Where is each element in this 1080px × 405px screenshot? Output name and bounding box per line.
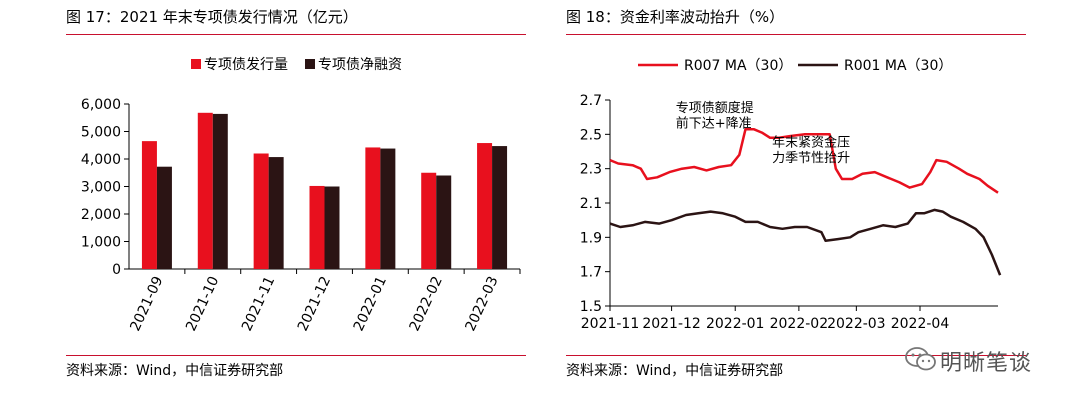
right-title-rule [566, 34, 1026, 35]
bar-issuance [197, 112, 213, 269]
series-line-r001 [609, 208, 1002, 276]
y-tick-label: 1,000 [81, 235, 121, 251]
series-line-r007 [609, 127, 999, 194]
x-tick-label: 2021-11 [581, 316, 640, 332]
bar-issuance [141, 141, 157, 269]
legend-label: R001 MA（30） [844, 58, 952, 74]
watermark: 明晰笔谈 [904, 343, 1074, 377]
legend-swatch [191, 59, 201, 69]
bar-net-financing [324, 186, 340, 269]
bar-net-financing [436, 175, 452, 269]
y-tick-label: 1.7 [580, 265, 602, 281]
x-tick-label: 2022-02 [407, 274, 446, 334]
annotation-text: 力季节性抬升 [772, 151, 850, 166]
x-tick-label: 2022-04 [891, 316, 950, 332]
left-source-note: 资料来源：Wind，中信证券研究部 [66, 363, 284, 379]
bar-issuance [253, 153, 269, 269]
y-tick-label: 1.9 [580, 230, 602, 246]
line-chart: 1.5 1.7 1.9 2.1 2.3 2.5 2.7 2021-11 2021-12 2022-… [580, 58, 1002, 332]
bar-net-financing [268, 157, 284, 269]
bar-net-financing [380, 148, 396, 269]
wechat-icon [905, 347, 936, 371]
y-tick-label: 1.5 [580, 299, 602, 315]
right-source-rule [566, 355, 1026, 356]
bar-chart: 0 1,000 2,000 3,000 4,000 5,000 6,000 2021-09 20… [81, 57, 521, 334]
x-tick-label: 2022-02 [770, 316, 829, 332]
watermark-text: 明晰笔谈 [940, 351, 1033, 376]
x-tick-label: 2021-12 [642, 316, 701, 332]
y-tick-label: 4,000 [81, 152, 121, 168]
bar-issuance [421, 172, 437, 269]
right-chart-title: 图 18：资金利率波动抬升（%） [566, 8, 785, 26]
legend-label: 专项债净融资 [318, 57, 402, 73]
legend-label: R007 MA（30） [684, 58, 792, 74]
x-tick-label: 2021-10 [183, 274, 222, 334]
x-tick-label: 2022-01 [706, 316, 765, 332]
y-tick-label: 6,000 [81, 97, 121, 113]
x-tick-label: 2022-01 [351, 274, 390, 334]
annotation-text: 年末紧资金压 [772, 134, 850, 150]
left-chart-title: 图 17：2021 年末专项债发行情况（亿元） [66, 8, 358, 26]
y-tick-label: 0 [112, 262, 121, 278]
x-tick-label: 2022-03 [827, 316, 886, 332]
y-tick-label: 2.5 [580, 127, 602, 143]
bar-issuance [365, 147, 381, 269]
y-tick-label: 2.3 [580, 162, 602, 178]
y-tick-label: 2.7 [580, 93, 602, 109]
bar-issuance [477, 143, 493, 269]
x-tick-label: 2021-09 [127, 274, 166, 334]
x-tick-label: 2021-11 [239, 274, 278, 334]
bar-issuance [309, 185, 325, 269]
right-panel: 图 18：资金利率波动抬升（%） 1.5 1.7 1.9 2.1 2.3 2.5 2.7 20… [566, 0, 1026, 405]
annotation-text: 专项债额度提 [676, 100, 754, 116]
bar-net-financing [156, 166, 172, 269]
y-tick-label: 2,000 [81, 207, 121, 223]
annotation-text: 前下达+降准 [676, 115, 752, 131]
y-tick-label: 3,000 [81, 180, 121, 196]
left-source-rule [66, 355, 526, 356]
right-source-note: 资料来源：Wind，中信证券研究部 [566, 363, 784, 379]
y-tick-label: 2.1 [580, 196, 602, 212]
y-tick-label: 5,000 [81, 125, 121, 141]
legend-label: 专项债发行量 [204, 57, 288, 73]
legend-swatch [305, 59, 315, 69]
left-title-rule [66, 34, 526, 35]
left-panel: 图 17：2021 年末专项债发行情况（亿元） 0 1,000 2,000 3,000… [66, 0, 526, 405]
x-tick-label: 2022-03 [462, 274, 501, 334]
bar-net-financing [212, 113, 228, 270]
bar-net-financing [492, 146, 508, 269]
x-tick-label: 2021-12 [295, 274, 334, 334]
